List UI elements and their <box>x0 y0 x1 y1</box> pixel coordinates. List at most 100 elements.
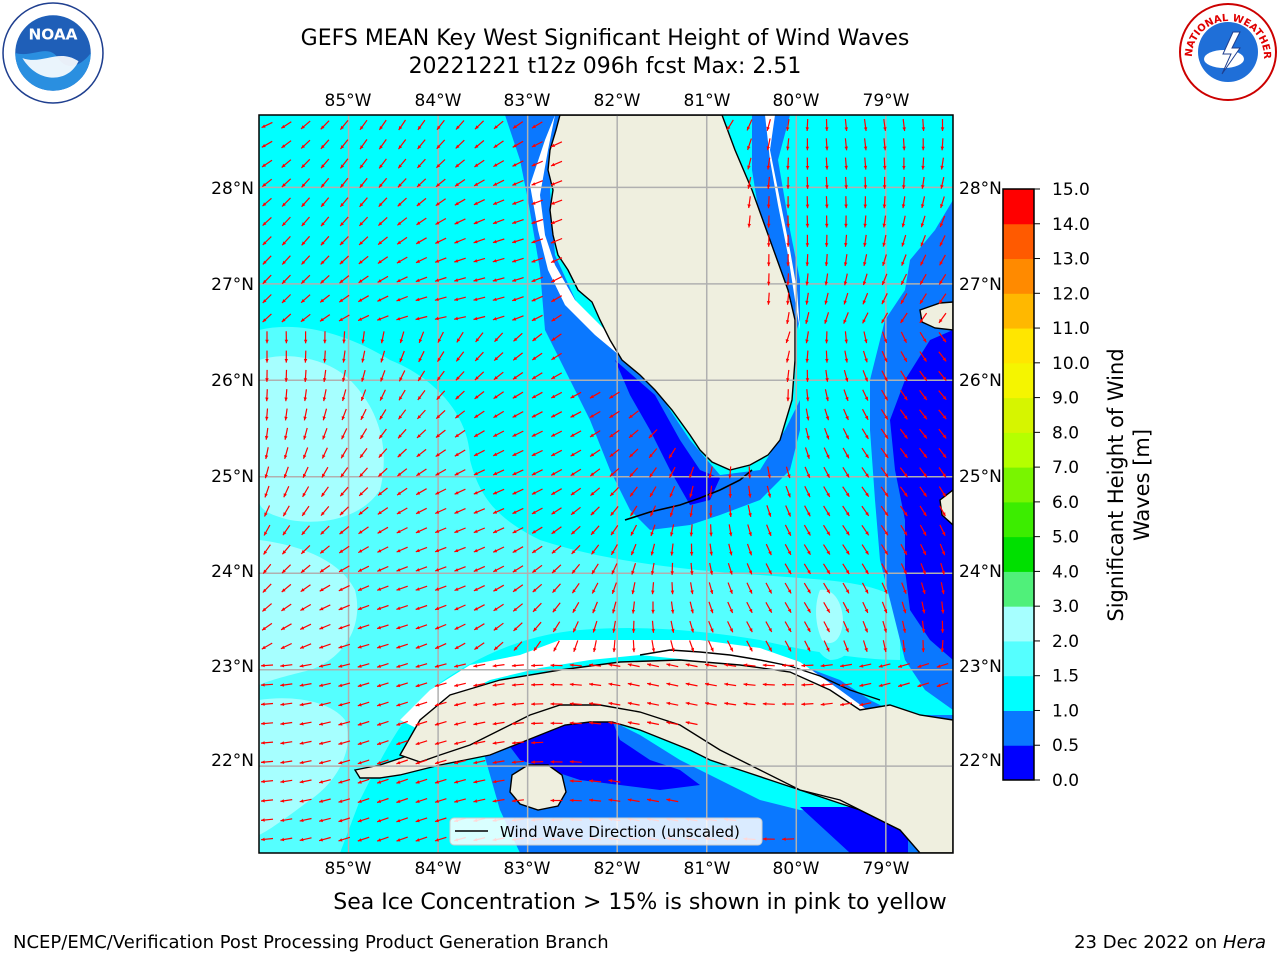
wave-direction-arrowhead <box>359 473 364 477</box>
wave-direction-arrowhead <box>531 201 536 205</box>
wave-direction-arrowhead <box>570 472 575 476</box>
wave-direction-arrowhead <box>396 819 401 823</box>
wave-direction-arrowhead <box>923 453 927 458</box>
wave-direction-arrowhead <box>262 221 267 226</box>
wave-direction-arrowhead <box>377 279 382 283</box>
wave-direction-arrowhead <box>864 339 868 344</box>
wave-direction-arrowhead <box>533 608 537 612</box>
wave-direction-arrowhead <box>766 126 770 131</box>
wave-direction-arrowhead <box>551 356 556 360</box>
wave-direction-arrowhead <box>884 589 888 594</box>
colorbar <box>1003 189 1034 781</box>
wave-direction-arrowhead <box>609 414 614 418</box>
wave-direction-arrowhead <box>844 377 849 382</box>
wave-direction-arrowhead <box>786 127 790 131</box>
colorbar-swatch <box>1003 258 1034 294</box>
wave-direction-arrowhead <box>900 319 904 323</box>
wave-direction-arrowhead <box>826 589 830 594</box>
wave-direction-arrowhead <box>747 126 751 131</box>
wave-direction-arrowhead <box>300 318 305 322</box>
wave-direction-arrowhead <box>728 474 732 479</box>
colorbar-level-label: 9.0 <box>1052 389 1079 409</box>
wave-direction-arrowhead <box>531 433 536 437</box>
wave-direction-arrowhead <box>281 183 286 187</box>
wave-direction-arrowhead <box>263 550 268 555</box>
wave-direction-arrowhead <box>826 454 830 459</box>
wave-direction-arrowhead <box>782 702 786 706</box>
wave-direction-arrowhead <box>473 741 478 745</box>
wave-direction-arrowhead <box>283 493 287 498</box>
wave-direction-arrowhead <box>319 838 323 842</box>
wave-direction-arrowhead <box>397 240 402 245</box>
wave-direction-arrowhead <box>378 472 383 477</box>
wave-direction-arrowhead <box>262 588 267 593</box>
wave-direction-arrowhead <box>610 511 615 516</box>
wave-direction-arrowhead <box>261 702 265 706</box>
wave-direction-arrowhead <box>280 837 285 842</box>
wave-direction-arrowhead <box>434 316 439 321</box>
wave-direction-arrowhead <box>473 471 478 475</box>
wave-direction-arrowhead <box>865 473 869 478</box>
wave-direction-arrowhead <box>747 165 751 170</box>
wave-direction-arrowhead <box>493 607 498 611</box>
wave-direction-arrowhead <box>454 741 459 745</box>
wave-direction-arrowhead <box>379 434 383 439</box>
wave-direction-arrowhead <box>786 320 790 324</box>
wave-direction-arrowhead <box>767 262 771 267</box>
wave-direction-arrowhead <box>884 531 888 536</box>
wave-direction-arrowhead <box>904 454 908 458</box>
wave-direction-arrowhead <box>884 473 889 478</box>
wave-direction-arrowhead <box>415 316 420 321</box>
wave-direction-arrowhead <box>743 702 748 706</box>
wave-direction-arrowhead <box>589 779 593 783</box>
wave-direction-arrowhead <box>455 376 460 381</box>
colorbar-title-line2: Waves [m] <box>1130 429 1154 541</box>
wave-direction-arrowhead <box>358 260 363 264</box>
wave-direction-arrowhead <box>473 259 478 263</box>
wave-direction-arrowhead <box>340 125 344 130</box>
wave-direction-arrowhead <box>805 262 809 267</box>
wave-direction-arrowhead <box>864 415 869 420</box>
wave-direction-arrowhead <box>379 145 383 150</box>
wave-direction-arrowhead <box>724 701 729 706</box>
wave-direction-arrowhead <box>435 278 439 282</box>
wave-direction-arrowhead <box>689 532 694 537</box>
wave-direction-arrowhead <box>264 493 268 498</box>
noaa-logo-text: NOAA <box>28 26 77 44</box>
wave-direction-arrowhead <box>359 222 364 226</box>
wave-direction-arrowhead <box>456 338 461 343</box>
wave-direction-arrowhead <box>436 395 441 400</box>
colorbar-level-label: 5.0 <box>1052 528 1079 548</box>
wave-direction-arrowhead <box>787 550 791 555</box>
wave-direction-arrowhead <box>571 550 576 554</box>
wave-direction-arrowhead <box>786 262 790 267</box>
wave-direction-arrowhead <box>648 434 653 439</box>
wave-direction-arrowhead <box>631 609 636 614</box>
wave-direction-arrowhead <box>685 663 690 667</box>
wave-direction-arrowhead <box>262 299 267 303</box>
wave-direction-arrowhead <box>321 492 325 497</box>
wave-direction-arrowhead <box>551 491 556 495</box>
wave-direction-arrowhead <box>884 454 889 458</box>
wave-direction-arrowhead <box>513 337 518 342</box>
wave-direction-arrowhead <box>512 510 517 514</box>
lon-tick: 80°W <box>773 859 820 879</box>
wave-direction-arrowhead <box>396 568 401 572</box>
wave-direction-arrowhead <box>921 648 925 653</box>
colorbar-swatch <box>1003 710 1034 746</box>
wave-direction-arrowhead <box>552 569 556 573</box>
wave-direction-arrowhead <box>474 395 479 399</box>
wave-direction-arrowhead <box>825 397 829 402</box>
wave-direction-arrowhead <box>301 183 306 188</box>
wave-direction-arrowhead <box>319 607 324 611</box>
wave-direction-arrowhead <box>705 663 709 667</box>
wave-direction-arrowhead <box>881 300 886 305</box>
wave-direction-arrowhead <box>787 531 791 536</box>
wave-direction-arrowhead <box>786 397 790 402</box>
wave-direction-arrowhead <box>825 204 829 209</box>
wave-direction-arrowhead <box>940 648 945 653</box>
land-cuba-main <box>398 659 953 853</box>
wave-direction-arrowhead <box>824 339 829 344</box>
wave-direction-arrowhead <box>299 683 304 687</box>
wave-direction-arrowhead <box>883 648 887 652</box>
